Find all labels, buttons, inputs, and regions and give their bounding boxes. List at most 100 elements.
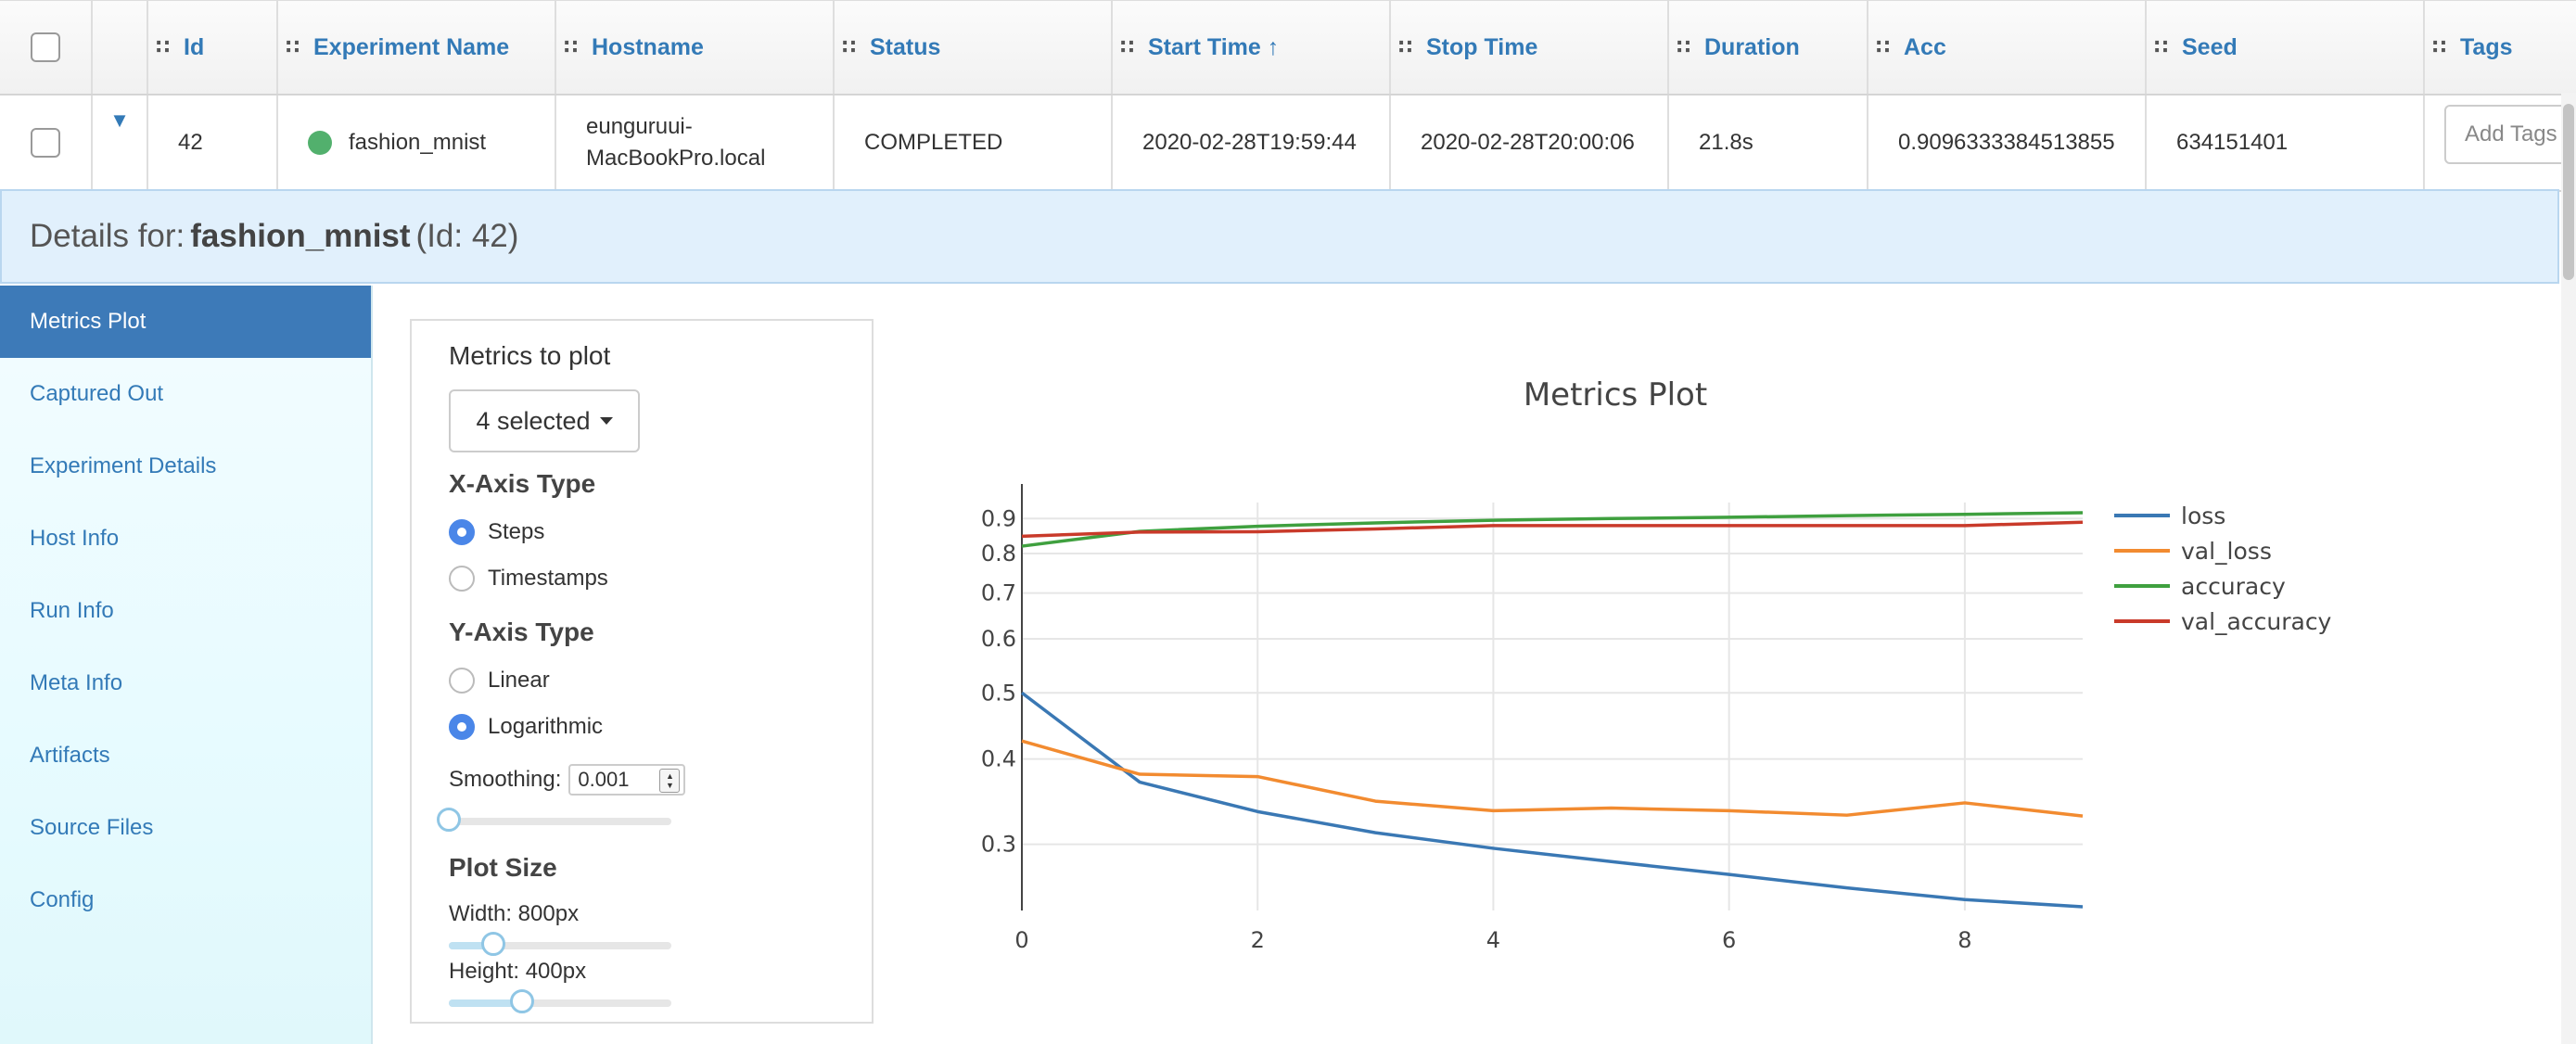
column-header-label: Status bbox=[870, 33, 941, 60]
nav-item-host-info[interactable]: Host Info bbox=[0, 503, 371, 575]
slider-thumb[interactable] bbox=[437, 808, 461, 832]
legend-label: loss bbox=[2181, 503, 2225, 529]
x-axis-option-timestamps[interactable]: Timestamps bbox=[449, 566, 608, 592]
x-axis-option-steps[interactable]: Steps bbox=[449, 519, 544, 545]
column-header-status[interactable]: ∷ Status bbox=[835, 1, 1113, 94]
column-drag-handle-icon[interactable]: ∷ bbox=[2154, 35, 2168, 58]
column-drag-handle-icon[interactable]: ∷ bbox=[564, 35, 578, 58]
series-line-val_accuracy bbox=[1021, 520, 2084, 539]
details-prefix: Details for: bbox=[30, 218, 185, 254]
metrics-dropdown-value: 4 selected bbox=[476, 406, 591, 435]
y-tick-label: 0.9 bbox=[981, 505, 1016, 531]
series-line-val_loss bbox=[1021, 739, 2084, 818]
y-tick-label: 0.7 bbox=[981, 580, 1016, 606]
column-header-seed[interactable]: ∷ Seed bbox=[2147, 1, 2425, 94]
legend-label: val_loss bbox=[2181, 538, 2272, 565]
status-dot-icon bbox=[308, 131, 332, 155]
header-expand-cell bbox=[93, 1, 148, 94]
select-all-checkbox[interactable] bbox=[31, 32, 60, 62]
metrics-select-dropdown[interactable]: 4 selected bbox=[449, 389, 640, 452]
caret-down-icon[interactable]: ▼ bbox=[109, 108, 130, 132]
row-select-cell bbox=[0, 95, 93, 190]
column-header-hostname[interactable]: ∷ Hostname bbox=[556, 1, 835, 94]
column-drag-handle-icon[interactable]: ∷ bbox=[842, 35, 856, 58]
metrics-to-plot-label: Metrics to plot bbox=[449, 341, 611, 370]
nav-item-meta-info[interactable]: Meta Info bbox=[0, 647, 371, 719]
nav-item-experiment-details[interactable]: Experiment Details bbox=[0, 430, 371, 503]
row-checkbox[interactable] bbox=[31, 128, 60, 158]
column-drag-handle-icon[interactable]: ∷ bbox=[1120, 35, 1134, 58]
column-drag-handle-icon[interactable]: ∷ bbox=[156, 35, 170, 58]
status-text: COMPLETED bbox=[864, 130, 1003, 155]
duration: 21.8s bbox=[1699, 130, 1753, 155]
column-drag-handle-icon[interactable]: ∷ bbox=[1876, 35, 1890, 58]
series-line-accuracy bbox=[1021, 511, 2084, 548]
column-header-duration[interactable]: ∷ Duration bbox=[1669, 1, 1868, 94]
slider-thumb[interactable] bbox=[510, 989, 535, 1013]
scrollbar-track[interactable] bbox=[2561, 93, 2576, 1044]
cell-hostname: eunguruui- MacBookPro.local bbox=[556, 95, 835, 190]
radio-label: Timestamps bbox=[488, 566, 608, 591]
column-drag-handle-icon[interactable]: ∷ bbox=[2432, 35, 2446, 58]
column-drag-handle-icon[interactable]: ∷ bbox=[1677, 35, 1690, 58]
run-id: 42 bbox=[178, 130, 203, 155]
y-tick-label: 0.5 bbox=[981, 680, 1016, 706]
column-header-label: Hostname bbox=[592, 33, 704, 60]
table-row[interactable]: ▼ 42 fashion_mnist eunguruui- MacBookPro… bbox=[0, 95, 2576, 192]
nav-item-label: Config bbox=[30, 887, 95, 912]
radio-label: Steps bbox=[488, 519, 545, 544]
hostname-line: MacBookPro.local bbox=[586, 146, 766, 171]
slider-thumb[interactable] bbox=[481, 932, 505, 956]
series-line-loss bbox=[1020, 691, 2084, 909]
nav-item-label: Run Info bbox=[30, 598, 114, 623]
caret-down-icon bbox=[599, 417, 613, 425]
y-axis-option-logarithmic[interactable]: Logarithmic bbox=[449, 714, 603, 740]
column-header-stop-time[interactable]: ∷ Stop Time bbox=[1391, 1, 1669, 94]
radio-unselected-icon[interactable] bbox=[449, 566, 475, 592]
details-experiment-name: fashion_mnist bbox=[190, 218, 411, 254]
nav-item-label: Meta Info bbox=[30, 670, 123, 695]
width-label-row: Width: 800px bbox=[449, 901, 579, 927]
smoothing-slider[interactable] bbox=[437, 808, 671, 832]
table-header: ∷ Id ∷ Experiment Name ∷ Hostname ∷ Stat… bbox=[0, 0, 2576, 95]
cell-start-time: 2020-02-28T19:59:44 bbox=[1113, 95, 1391, 190]
width-slider[interactable] bbox=[449, 932, 671, 956]
radio-selected-icon[interactable] bbox=[449, 519, 475, 545]
column-header-label: Seed bbox=[2182, 33, 2238, 60]
height-slider[interactable] bbox=[449, 989, 671, 1013]
details-sidenav: Metrics Plot Captured Out Experiment Det… bbox=[0, 286, 373, 1044]
column-header-label: Duration bbox=[1704, 33, 1800, 60]
nav-item-artifacts[interactable]: Artifacts bbox=[0, 719, 371, 792]
nav-item-source-files[interactable]: Source Files bbox=[0, 792, 371, 864]
column-drag-handle-icon[interactable]: ∷ bbox=[1398, 35, 1412, 58]
smoothing-input[interactable]: 0.001 ▲ ▼ bbox=[568, 764, 686, 796]
radio-selected-icon[interactable] bbox=[449, 714, 475, 740]
nav-item-captured-out[interactable]: Captured Out bbox=[0, 358, 371, 430]
chart-title: Metrics Plot bbox=[1523, 376, 1708, 414]
nav-item-label: Experiment Details bbox=[30, 453, 217, 478]
column-header-acc[interactable]: ∷ Acc bbox=[1868, 1, 2147, 94]
column-header-start-time[interactable]: ∷ Start Time ↑ bbox=[1113, 1, 1391, 94]
slider-fill bbox=[449, 999, 523, 1007]
header-select-cell bbox=[0, 1, 93, 94]
metrics-chart-svg: 0 2 4 6 8 0.3 0.4 0.5 0.6 0.7 0.8 0.9 loss val_lossac… bbox=[981, 484, 2332, 953]
x-tick-label: 4 bbox=[1486, 927, 1500, 953]
radio-unselected-icon[interactable] bbox=[449, 668, 475, 694]
nav-item-label: Host Info bbox=[30, 526, 120, 551]
hostname-line: eunguruui- bbox=[586, 114, 693, 139]
add-tags-input[interactable]: Add Tags bbox=[2444, 105, 2576, 164]
y-axis-option-linear[interactable]: Linear bbox=[449, 668, 550, 694]
nav-item-config[interactable]: Config bbox=[0, 864, 371, 936]
column-header-experiment-name[interactable]: ∷ Experiment Name bbox=[278, 1, 556, 94]
legend-label: val_accuracy bbox=[2181, 608, 2332, 635]
column-header-tags[interactable]: ∷ Tags bbox=[2425, 1, 2576, 94]
scrollbar-thumb[interactable] bbox=[2563, 104, 2574, 280]
column-header-id[interactable]: ∷ Id bbox=[148, 1, 278, 94]
plot-controls-panel: Metrics to plot 4 selected X-Axis Type S… bbox=[410, 319, 874, 1024]
nav-item-run-info[interactable]: Run Info bbox=[0, 575, 371, 647]
nav-item-metrics-plot[interactable]: Metrics Plot bbox=[0, 286, 371, 358]
column-header-label: Start Time ↑ bbox=[1148, 33, 1280, 60]
stepper-icon[interactable]: ▲ ▼ bbox=[659, 769, 681, 793]
cell-acc: 0.9096333384513855 bbox=[1868, 95, 2147, 190]
column-drag-handle-icon[interactable]: ∷ bbox=[286, 35, 300, 58]
